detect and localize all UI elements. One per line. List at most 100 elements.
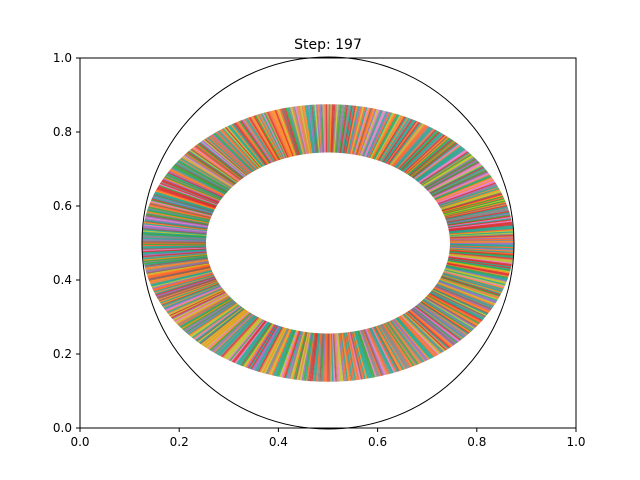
ring-line	[149, 270, 213, 288]
ring-line	[292, 331, 307, 382]
ring-line	[432, 288, 490, 317]
ring-line	[143, 258, 209, 270]
ring-line	[388, 320, 423, 366]
ring-line	[241, 323, 274, 369]
ring-line	[353, 331, 370, 381]
ring-line	[360, 329, 381, 379]
ring-line	[142, 247, 207, 253]
ring-line	[280, 106, 299, 156]
ring-line	[345, 104, 357, 154]
ring-line	[433, 171, 492, 199]
ring-line	[449, 239, 514, 243]
ring-line	[427, 161, 483, 192]
ring-line	[258, 326, 284, 375]
ring-line	[187, 302, 238, 338]
ring-line	[143, 212, 209, 225]
ring-line	[259, 111, 285, 159]
ring-line	[384, 322, 417, 368]
ring-line	[366, 109, 390, 158]
ring-line	[439, 278, 501, 300]
ring-line	[362, 329, 384, 378]
ring-line	[262, 110, 287, 159]
ring-line	[333, 333, 339, 382]
ring-line	[206, 311, 251, 352]
ring-line	[142, 226, 207, 234]
ring-line	[209, 312, 252, 353]
ring-line	[174, 294, 230, 326]
ring-line	[391, 319, 427, 364]
ring-line	[183, 300, 235, 335]
ring-line	[438, 280, 499, 304]
ring-line	[444, 269, 508, 287]
ring-line	[386, 321, 420, 367]
ring-line	[194, 142, 243, 180]
ring-line	[337, 333, 346, 382]
ring-line	[186, 149, 238, 184]
ring-line	[441, 191, 504, 212]
ring-line	[302, 332, 313, 382]
ring-line	[393, 124, 432, 168]
ring-line	[304, 104, 314, 154]
ring-line	[165, 170, 224, 198]
ring-line	[389, 121, 425, 166]
ring-line	[278, 106, 298, 156]
ring-line	[386, 119, 420, 165]
ring-line	[250, 325, 280, 372]
ring-line	[169, 290, 226, 320]
ring-line	[160, 284, 221, 309]
ring-line	[147, 202, 212, 219]
ring-line	[441, 275, 504, 296]
ring-line	[204, 310, 249, 350]
ring-line	[353, 105, 370, 155]
ring-line	[155, 278, 217, 300]
ring-line	[329, 333, 333, 382]
ring-line	[440, 188, 502, 210]
ring-line	[385, 118, 419, 164]
ring-line	[409, 137, 455, 177]
ring-line	[264, 327, 289, 377]
ring-line	[442, 272, 506, 291]
ring-line	[439, 186, 501, 208]
ring-line	[425, 157, 479, 190]
ring-line	[423, 298, 476, 332]
ring-line	[309, 104, 318, 154]
ring-line	[392, 318, 430, 363]
ring-line	[347, 332, 360, 382]
ring-line	[198, 140, 245, 178]
ring-line	[428, 163, 485, 194]
ring-line	[191, 145, 240, 182]
ring-line	[448, 257, 514, 269]
ring-line	[289, 331, 305, 382]
ring-line	[427, 294, 483, 325]
ring-line	[151, 273, 214, 292]
ring-line	[216, 315, 257, 358]
ring-line	[399, 315, 441, 357]
ring-line	[215, 129, 257, 171]
ring-line	[166, 288, 224, 317]
ring-line	[339, 104, 349, 154]
ring-line	[269, 328, 292, 378]
ring-line	[435, 176, 495, 202]
ring-line	[378, 115, 409, 162]
ring-line	[374, 325, 403, 373]
ring-line	[380, 116, 412, 163]
ring-line	[234, 321, 269, 366]
ring-line	[444, 199, 508, 217]
ring-line	[355, 330, 373, 381]
ring-line	[173, 161, 229, 192]
ring-line	[142, 228, 207, 236]
ring-line	[262, 327, 287, 376]
ring-line	[149, 198, 213, 216]
ring-line	[422, 299, 475, 333]
ring-line	[364, 328, 387, 378]
ring-line	[299, 104, 311, 154]
ring-line	[346, 104, 359, 154]
ring-line	[142, 234, 207, 240]
ring-line	[201, 309, 247, 349]
ring-line	[142, 254, 208, 264]
ring-line	[272, 329, 294, 378]
ring-line	[200, 309, 247, 348]
ring-line	[405, 133, 449, 174]
ring-line	[401, 130, 444, 172]
